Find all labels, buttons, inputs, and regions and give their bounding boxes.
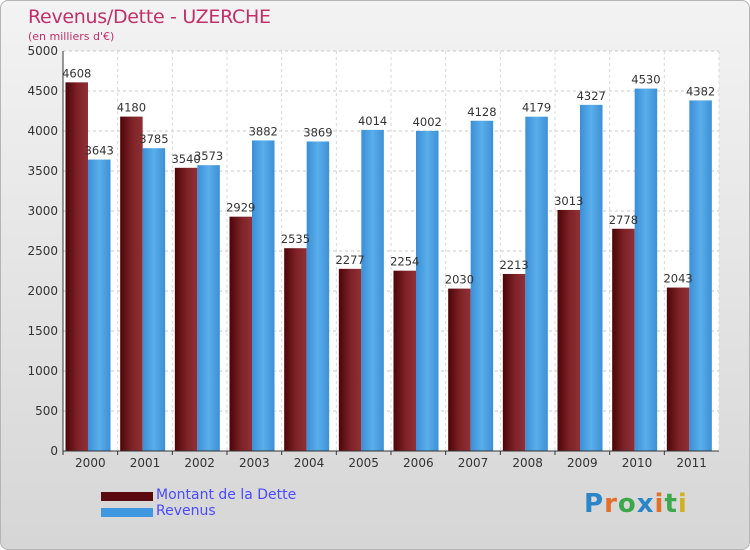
dette-bar (174, 167, 198, 452)
dette-value-label: 4608 (62, 66, 91, 80)
y-tick-label: 0 (50, 444, 58, 458)
y-tick-label: 1000 (27, 364, 58, 378)
dette-value-label: 2277 (335, 253, 364, 267)
y-tick-label: 3500 (27, 164, 58, 178)
y-tick-label: 2500 (27, 244, 58, 258)
revenus-value-label: 3869 (303, 125, 332, 139)
revenus-value-label: 4002 (413, 115, 442, 129)
x-tick-label: 2003 (239, 456, 270, 470)
dette-value-label: 2254 (390, 255, 419, 269)
legend-label-dette: Montant de la Dette (156, 487, 297, 503)
proxiti-logo: Proxiti (584, 489, 688, 519)
dette-bar (502, 273, 526, 451)
dette-bar (612, 228, 635, 451)
x-tick-label: 2001 (130, 456, 161, 470)
y-tick-label: 4000 (27, 124, 58, 138)
dette-value-label: 2030 (445, 273, 474, 287)
dette-bar (284, 248, 307, 451)
y-tick-label: 5000 (27, 44, 58, 58)
revenus-value-label: 3882 (249, 124, 278, 138)
dette-value-label: 2929 (226, 201, 255, 215)
x-tick-label: 2004 (294, 456, 325, 470)
revenus-bar (525, 116, 548, 452)
y-tick-label: 1500 (27, 324, 58, 338)
legend-swatch-dette (101, 492, 153, 501)
revenus-bar (88, 159, 111, 451)
x-tick-label: 2006 (403, 456, 434, 470)
dette-value-label: 3540 (171, 152, 200, 166)
revenus-value-label: 4014 (358, 114, 387, 128)
dette-bar (666, 287, 690, 451)
y-tick-label: 500 (35, 404, 58, 418)
legend-swatch-revenus (101, 508, 153, 517)
logo-letter: r (604, 489, 618, 519)
dette-bar (393, 270, 416, 451)
dette-bar (557, 209, 580, 451)
logo-letter: o (617, 489, 637, 519)
dette-value-label: 4180 (117, 101, 146, 115)
revenus-bar (306, 141, 330, 452)
revenus-value-label: 4530 (631, 73, 660, 87)
dette-value-label: 2213 (499, 258, 528, 272)
dette-bar (338, 268, 362, 451)
revenus-value-label: 4382 (686, 84, 715, 98)
revenus-value-label: 3573 (194, 149, 223, 163)
revenus-bar (142, 148, 166, 451)
x-tick-label: 2000 (75, 456, 106, 470)
revenus-bar (361, 129, 384, 451)
x-tick-label: 2009 (567, 456, 598, 470)
y-tick-label: 4500 (27, 84, 58, 98)
x-tick-label: 2005 (348, 456, 379, 470)
dette-bar (65, 82, 88, 452)
x-tick-label: 2011 (676, 456, 707, 470)
y-tick-label: 3000 (27, 204, 58, 218)
logo-letter: t (664, 489, 678, 519)
dette-bar (448, 288, 471, 451)
dette-value-label: 2043 (663, 272, 692, 286)
revenus-bar (197, 165, 220, 451)
chart-title: Revenus/Dette - UZERCHE (28, 6, 271, 28)
x-tick-label: 2007 (458, 456, 489, 470)
revenus-bar (634, 88, 658, 451)
revenus-bar (416, 130, 439, 451)
y-tick-label: 2000 (27, 284, 58, 298)
logo-letter: i (677, 489, 688, 519)
x-tick-label: 2002 (184, 456, 215, 470)
logo-letter: P (584, 489, 605, 519)
dette-value-label: 3013 (554, 194, 583, 208)
x-tick-label: 2010 (622, 456, 653, 470)
dette-value-label: 2535 (281, 232, 310, 246)
revenus-value-label: 3785 (139, 132, 168, 146)
legend-label-revenus: Revenus (156, 503, 216, 519)
revenus-bar (470, 120, 494, 451)
logo-letter: i (654, 489, 665, 519)
dette-bar (120, 116, 143, 451)
revenus-value-label: 4128 (467, 105, 496, 119)
x-tick-label: 2008 (512, 456, 543, 470)
revenus-bar (580, 104, 603, 451)
revenus-bar (252, 140, 275, 451)
revenus-value-label: 4179 (522, 101, 551, 115)
revenus-bar (689, 100, 712, 451)
revenus-value-label: 4327 (577, 89, 606, 103)
logo-letter: x (636, 489, 655, 519)
chart-subtitle: (en milliers d'€) (28, 30, 115, 43)
dette-bar (229, 216, 252, 451)
dette-value-label: 2778 (609, 213, 638, 227)
revenus-value-label: 3643 (85, 144, 114, 158)
